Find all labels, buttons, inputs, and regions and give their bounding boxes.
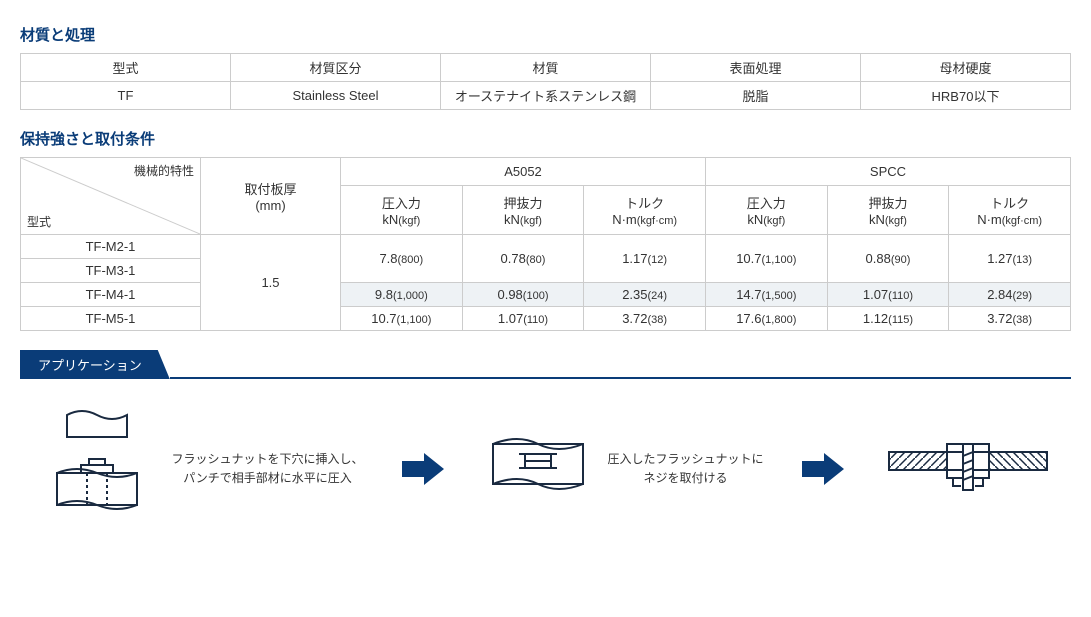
- application-steps: フラッシュナットを下穴に挿入し、 パンチで相手部材に水平に圧入 圧入したフラッシ…: [20, 409, 1071, 529]
- cell: TF: [21, 82, 231, 110]
- unit: N·m: [977, 212, 1002, 227]
- cell: 0.88(90): [827, 235, 949, 283]
- table-row: TF Stainless Steel オーステナイト系ステンレス鋼 脱脂 HRB…: [21, 82, 1071, 110]
- label: 圧入力: [747, 196, 786, 211]
- model-cell: TF-M5-1: [21, 307, 201, 331]
- col-header-torque: トルク N·m(kgf·cm): [949, 185, 1071, 234]
- col-header: 表面処理: [651, 54, 861, 82]
- label: 取付板厚: [244, 182, 296, 197]
- application-tab: アプリケーション: [20, 351, 1071, 379]
- col-header-pull: 押抜力 kN(kgf): [462, 185, 584, 234]
- thickness-cell: 1.5: [201, 235, 341, 331]
- group-header-spcc: SPCC: [705, 158, 1070, 186]
- table-row-highlighted: TF-M4-1 9.8(1,000) 0.98(100) 2.35(24) 14…: [21, 283, 1071, 307]
- cell: 10.7(1,100): [705, 235, 827, 283]
- unit-paren: (kgf): [520, 215, 542, 227]
- cell: 0.98(100): [462, 283, 584, 307]
- cell: 脱脂: [651, 82, 861, 110]
- step1-caption: フラッシュナットを下穴に挿入し、 パンチで相手部材に水平に圧入: [171, 450, 363, 488]
- application-step-1: フラッシュナットを下穴に挿入し、 パンチで相手部材に水平に圧入: [37, 409, 363, 529]
- caption-line: フラッシュナットを下穴に挿入し、: [171, 452, 363, 466]
- diagonal-header: 機械的特性 型式: [21, 158, 201, 235]
- cell: 17.6(1,800): [705, 307, 827, 331]
- unit: kN: [747, 212, 763, 227]
- model-cell: TF-M2-1: [21, 235, 201, 259]
- arrow-right-icon: [798, 449, 848, 489]
- cell: 0.78(80): [462, 235, 584, 283]
- cell: 1.17(12): [584, 235, 706, 283]
- material-table: 型式 材質区分 材質 表面処理 母材硬度 TF Stainless Steel …: [20, 53, 1071, 110]
- label: 押抜力: [503, 196, 542, 211]
- cell: HRB70以下: [861, 82, 1071, 110]
- label: トルク: [990, 196, 1029, 211]
- unit: kN: [869, 212, 885, 227]
- cell: 7.8(800): [341, 235, 463, 283]
- step2-illustration: [483, 424, 593, 514]
- col-header-press: 圧入力 kN(kgf): [705, 185, 827, 234]
- caption-line: 圧入したフラッシュナットに: [607, 452, 763, 466]
- col-header: 材質区分: [231, 54, 441, 82]
- application-step-2: 圧入したフラッシュナットに ネジを取付ける: [483, 424, 763, 514]
- arrow-right-icon: [398, 449, 448, 489]
- cell: オーステナイト系ステンレス鋼: [441, 82, 651, 110]
- unit-paren: (kgf·cm): [1002, 215, 1042, 227]
- label: 圧入力: [382, 196, 421, 211]
- step3-illustration: [883, 434, 1053, 504]
- unit-paren: (kgf): [398, 215, 420, 227]
- col-header: 材質: [441, 54, 651, 82]
- col-header: 型式: [21, 54, 231, 82]
- cell: 14.7(1,500): [705, 283, 827, 307]
- cell: 2.35(24): [584, 283, 706, 307]
- cell: 10.7(1,100): [341, 307, 463, 331]
- cell: Stainless Steel: [231, 82, 441, 110]
- strength-table: 機械的特性 型式 取付板厚 (mm) A5052 SPCC 圧入力 kN(kgf…: [20, 157, 1071, 331]
- step2-caption: 圧入したフラッシュナットに ネジを取付ける: [607, 450, 763, 488]
- table-header-row: 型式 材質区分 材質 表面処理 母材硬度: [21, 54, 1071, 82]
- col-header-pull: 押抜力 kN(kgf): [827, 185, 949, 234]
- col-header: 母材硬度: [861, 54, 1071, 82]
- step1-illustration: [37, 409, 157, 529]
- unit-paren: (kgf): [885, 215, 907, 227]
- section-title-strength: 保持強さと取付条件: [20, 128, 1071, 149]
- section-title-material: 材質と処理: [20, 24, 1071, 45]
- table-row: TF-M2-1 1.5 7.8(800) 0.78(80) 1.17(12) 1…: [21, 235, 1071, 259]
- unit-paren: (kgf·cm): [637, 215, 677, 227]
- tab-baseline: [170, 377, 1071, 379]
- unit-paren: (kgf): [763, 215, 785, 227]
- cell: 9.8(1,000): [341, 283, 463, 307]
- tab-label: アプリケーション: [20, 350, 170, 379]
- caption-line: パンチで相手部材に水平に圧入: [183, 471, 352, 485]
- diag-top-label: 機械的特性: [134, 162, 194, 179]
- col-header-press: 圧入力 kN(kgf): [341, 185, 463, 234]
- cell: 1.12(115): [827, 307, 949, 331]
- label: トルク: [625, 196, 664, 211]
- label: 押抜力: [868, 196, 907, 211]
- model-cell: TF-M3-1: [21, 259, 201, 283]
- cell: 3.72(38): [949, 307, 1071, 331]
- cell: 1.27(13): [949, 235, 1071, 283]
- col-header-torque: トルク N·m(kgf·cm): [584, 185, 706, 234]
- model-cell: TF-M4-1: [21, 283, 201, 307]
- thickness-header: 取付板厚 (mm): [201, 158, 341, 235]
- diag-bottom-label: 型式: [27, 213, 51, 230]
- application-step-3: [883, 434, 1053, 504]
- cell: 1.07(110): [462, 307, 584, 331]
- unit: kN: [504, 212, 520, 227]
- cell: 1.07(110): [827, 283, 949, 307]
- unit: (mm): [255, 198, 285, 213]
- table-row: TF-M5-1 10.7(1,100) 1.07(110) 3.72(38) 1…: [21, 307, 1071, 331]
- unit: kN: [382, 212, 398, 227]
- cell: 2.84(29): [949, 283, 1071, 307]
- unit: N·m: [612, 212, 637, 227]
- caption-line: ネジを取付ける: [643, 471, 727, 485]
- group-header-a5052: A5052: [341, 158, 706, 186]
- cell: 3.72(38): [584, 307, 706, 331]
